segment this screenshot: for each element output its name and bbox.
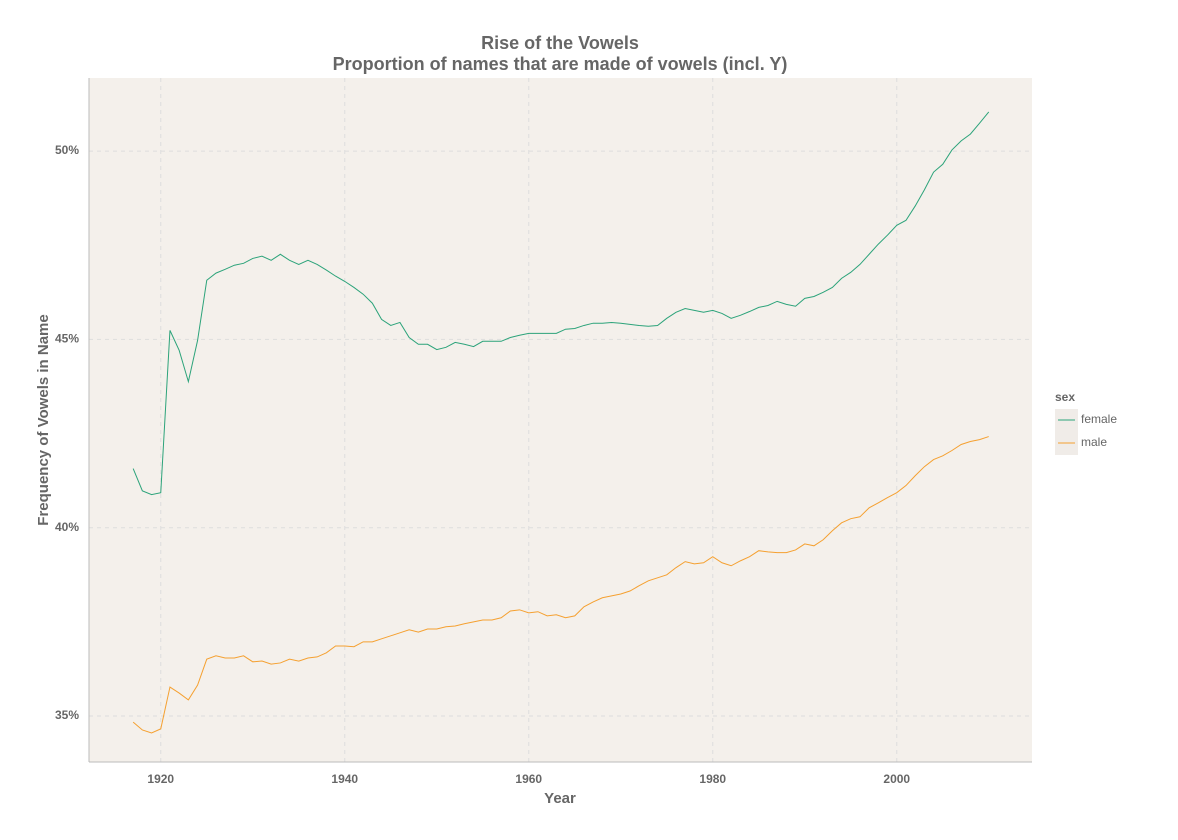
y-tick-label: 40% (55, 520, 79, 534)
legend-label: female (1081, 412, 1117, 426)
y-axis-title: Frequency of Vowels in Name (35, 314, 52, 525)
chart-title: Rise of the Vowels (481, 33, 639, 53)
legend-title: sex (1055, 390, 1075, 404)
plot-panel (89, 78, 1032, 762)
x-tick-label: 1920 (147, 772, 174, 786)
y-tick-label: 45% (55, 332, 79, 346)
x-tick-label: 1940 (331, 772, 358, 786)
x-tick-label: 2000 (883, 772, 910, 786)
data-line (132, 111, 990, 496)
x-axis-title: Year (544, 790, 576, 807)
y-tick-label: 35% (55, 708, 79, 722)
x-tick-label: 1960 (515, 772, 542, 786)
chart-subtitle: Proportion of names that are made of vow… (333, 54, 788, 74)
data-line (132, 436, 989, 734)
y-tick-label: 50% (55, 143, 79, 157)
legend-label: male (1081, 435, 1107, 449)
x-tick-label: 1980 (699, 772, 726, 786)
